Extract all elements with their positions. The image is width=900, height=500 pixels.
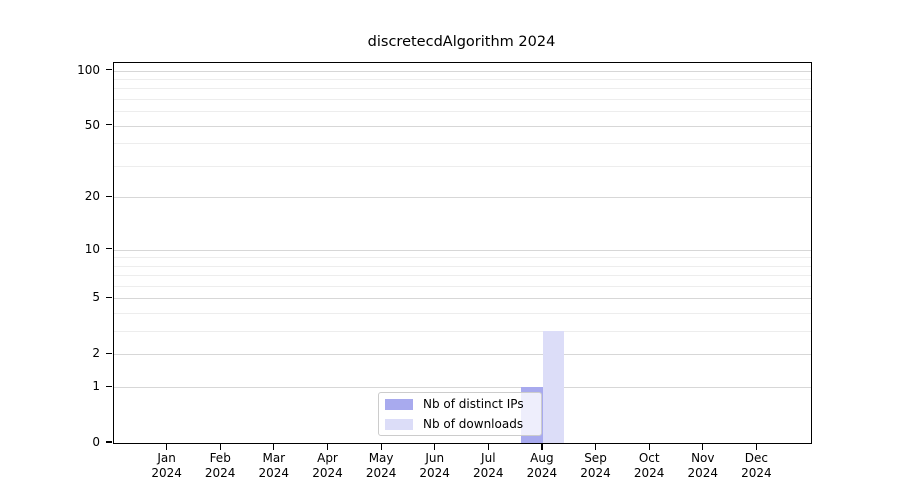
y-axis-tick-0 <box>106 441 112 443</box>
legend-swatch-distinct-ips <box>385 398 413 410</box>
x-tick-label-may: May 2024 <box>349 451 413 481</box>
major-gridline-y5 <box>114 298 811 300</box>
x-axis-tick-dec <box>755 443 758 450</box>
x-tick-label-year: 2024 <box>151 466 182 480</box>
x-tick-label-year: 2024 <box>526 466 558 480</box>
minor-gridline-y90 <box>114 79 811 80</box>
major-gridline-y50 <box>114 125 811 127</box>
legend-label-downloads: Nb of downloads <box>423 417 524 431</box>
plot-area: Nb of distinct IPs Nb of downloads <box>113 62 812 444</box>
y-axis-tick-10 <box>106 247 112 250</box>
legend-label-distinct-ips: Nb of distinct IPs <box>423 397 524 411</box>
x-tick-label-dec: Dec 2024 <box>724 451 788 481</box>
x-tick-label-year: 2024 <box>365 466 397 480</box>
x-tick-label-year: 2024 <box>580 466 611 480</box>
x-tick-label-jun: Jun 2024 <box>403 451 467 481</box>
x-axis-tick-jul <box>487 443 489 450</box>
x-tick-label-jan: Jan 2024 <box>135 451 199 481</box>
x-tick-label-year: 2024 <box>741 466 772 480</box>
x-tick-label-year: 2024 <box>687 466 719 480</box>
x-axis-tick-feb <box>219 443 221 450</box>
x-axis-tick-oct <box>648 443 650 450</box>
x-tick-label-nov: Nov 2024 <box>671 451 735 481</box>
x-axis-tick-mar <box>273 443 275 450</box>
y-axis-tick-2 <box>106 352 112 355</box>
x-tick-label-jul: Jul 2024 <box>456 451 520 481</box>
x-axis-tick-sep <box>594 443 597 450</box>
x-tick-label-year: 2024 <box>204 466 236 480</box>
x-tick-label-year: 2024 <box>419 466 450 480</box>
minor-gridline-y70 <box>114 99 811 101</box>
x-tick-label-month: Sep <box>584 451 607 465</box>
x-axis-tick-aug <box>541 443 543 450</box>
y-axis-tick-1 <box>106 385 112 387</box>
minor-gridline-y6 <box>114 286 811 287</box>
minor-gridline-y9 <box>114 257 811 259</box>
major-gridline-y20 <box>114 197 811 199</box>
y-axis-tick-20 <box>106 195 112 197</box>
legend-row-downloads: Nb of downloads <box>379 416 541 433</box>
x-tick-label-month: Aug <box>530 451 554 465</box>
major-gridline-y100 <box>114 70 811 72</box>
x-tick-label-month: Oct <box>638 451 660 465</box>
x-tick-label-month: Jul <box>481 451 496 465</box>
x-tick-label-feb: Feb 2024 <box>188 451 252 481</box>
x-axis-tick-may <box>380 443 382 450</box>
x-tick-label-aug: Aug 2024 <box>510 451 574 481</box>
minor-gridline-y4 <box>114 313 811 315</box>
x-tick-label-month: Dec <box>744 451 768 465</box>
minor-gridline-y40 <box>114 143 811 145</box>
minor-gridline-y80 <box>114 88 811 90</box>
major-gridline-y2 <box>114 354 811 356</box>
x-tick-label-year: 2024 <box>258 466 290 480</box>
x-tick-label-sep: Sep 2024 <box>564 451 628 481</box>
minor-gridline-y30 <box>114 165 811 167</box>
minor-gridline-y3 <box>114 331 811 333</box>
chart-title: discretecdAlgorithm 2024 <box>367 34 556 50</box>
x-tick-label-month: Mar <box>262 451 286 465</box>
x-axis-tick-jan <box>166 443 168 450</box>
y-tick-label-1: 1 <box>92 379 100 394</box>
legend: Nb of distinct IPs Nb of downloads <box>378 392 542 436</box>
x-tick-label-month: Jan <box>157 451 176 465</box>
y-tick-label-100: 100 <box>77 62 100 77</box>
y-axis-tick-50 <box>106 124 112 126</box>
bar-nb-of-downloads-aug <box>542 331 565 443</box>
legend-row-distinct-ips: Nb of distinct IPs <box>379 396 541 413</box>
x-tick-label-month: Apr <box>317 451 338 465</box>
y-tick-label-0: 0 <box>92 435 100 449</box>
x-tick-label-apr: Apr 2024 <box>296 451 360 481</box>
x-tick-label-month: Nov <box>691 451 715 465</box>
x-tick-label-year: 2024 <box>312 466 343 480</box>
x-tick-label-year: 2024 <box>633 466 665 480</box>
x-tick-label-mar: Mar 2024 <box>242 451 306 481</box>
legend-swatch-downloads <box>385 418 413 430</box>
minor-gridline-y60 <box>114 111 811 113</box>
y-axis-tick-5 <box>106 296 112 299</box>
major-gridline-y10 <box>114 249 811 251</box>
y-axis-tick-100 <box>106 69 112 71</box>
major-gridline-y1 <box>114 387 811 389</box>
x-tick-label-month: Jun <box>425 451 445 465</box>
minor-gridline-y7 <box>114 275 811 277</box>
x-tick-label-month: Feb <box>209 451 231 465</box>
x-tick-label-year: 2024 <box>473 466 504 480</box>
y-tick-label-2: 2 <box>92 346 100 361</box>
minor-gridline-y8 <box>114 265 811 267</box>
x-axis-tick-jun <box>434 443 436 450</box>
y-tick-label-50: 50 <box>84 117 100 132</box>
y-tick-label-10: 10 <box>84 241 100 256</box>
y-tick-label-5: 5 <box>92 290 100 305</box>
x-axis-tick-apr <box>326 443 329 450</box>
y-tick-label-20: 20 <box>84 189 100 204</box>
x-axis-tick-nov <box>702 443 704 450</box>
x-tick-label-month: May <box>368 451 394 465</box>
x-tick-label-oct: Oct 2024 <box>617 451 681 481</box>
